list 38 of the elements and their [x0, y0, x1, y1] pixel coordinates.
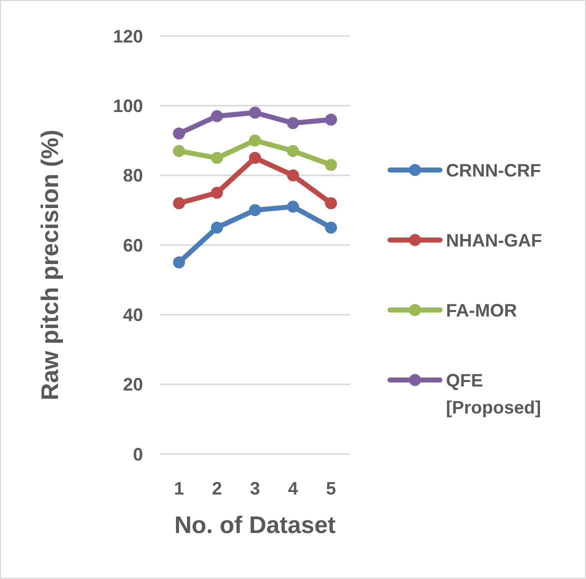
y-tick-label: 60 — [122, 235, 143, 256]
y-tick-label: 120 — [112, 26, 143, 46]
legend-label: CRNN-CRF — [446, 160, 541, 180]
legend-label: FA-MOR — [446, 300, 517, 320]
point — [325, 158, 337, 171]
point — [325, 222, 337, 234]
point — [287, 117, 299, 130]
point — [249, 134, 261, 146]
legend-label: QFE [Proposed] — [446, 370, 542, 418]
point — [325, 114, 337, 126]
point — [249, 204, 261, 216]
point — [287, 169, 299, 182]
x-tick-label: 2 — [212, 478, 222, 498]
point — [173, 144, 185, 157]
legend-label: NHAN-GAF — [446, 230, 542, 250]
point — [211, 110, 223, 122]
x-tick-label: 3 — [250, 478, 260, 498]
point — [287, 200, 299, 213]
y-tick-label: 40 — [122, 304, 143, 325]
y-tick-label: 0 — [132, 444, 143, 464]
point — [249, 106, 261, 119]
y-axis-title: Raw pitch precision (%) — [37, 130, 64, 400]
point — [287, 144, 299, 157]
y-tick-label: 80 — [122, 166, 143, 186]
point — [325, 197, 337, 210]
point — [173, 256, 185, 268]
point — [173, 128, 185, 140]
y-tick-label: 20 — [122, 374, 143, 395]
point — [249, 152, 261, 164]
x-tick-label: 5 — [326, 478, 336, 498]
x-tick-label: 4 — [288, 478, 298, 498]
point — [211, 186, 223, 199]
point — [211, 152, 223, 164]
x-axis-title: No. of Dataset — [174, 512, 336, 539]
y-tick-label: 100 — [112, 96, 143, 116]
point — [211, 222, 223, 234]
x-tick-label: 1 — [174, 478, 184, 498]
point — [173, 197, 185, 210]
